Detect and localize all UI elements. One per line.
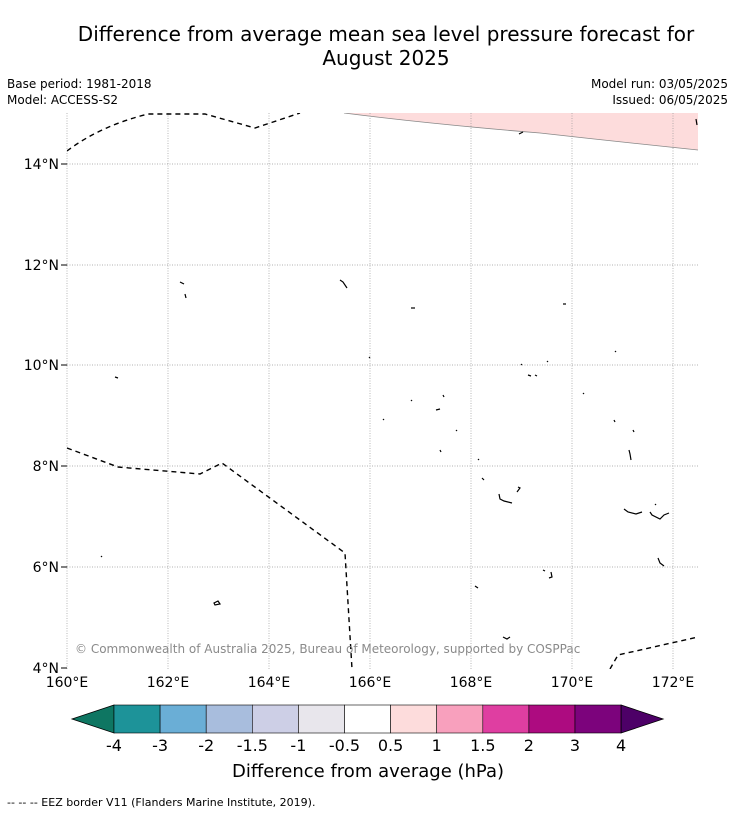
colorbar-tick-label: 3 [569,736,581,755]
lon-label: 170°E [551,675,594,691]
title-line-2: August 2025 [322,46,450,70]
chart-title: Difference from average mean sea level p… [0,22,736,70]
gridlines [66,113,698,669]
colorbar [70,704,665,734]
colorbar-segment [205,704,253,734]
colorbar-segment [298,704,345,734]
colorbar-segment [574,704,622,734]
lat-label: 10°N [24,358,59,374]
colorbar-ticks: -4 -3 -2 -1.5 -1 -0.5 0.5 1 1.5 2 3 4 [0,736,736,758]
lat-label: 14°N [24,157,59,173]
title-line-1: Difference from average mean sea level p… [77,22,695,46]
lon-label: 160°E [46,675,89,691]
meta-right: Model run: 03/05/2025 Issued: 06/05/2025 [591,76,728,108]
lat-label: 6°N [33,560,59,576]
colorbar-segment [344,704,391,734]
lat-label: 12°N [24,258,59,274]
colorbar-segment [252,704,299,734]
colorbar-tick-label: 2 [523,736,534,755]
model-name: Model: ACCESS-S2 [7,93,119,107]
lat-label: 4°N [33,661,59,677]
lat-label: 8°N [33,459,59,475]
colorbar-extend-low [70,704,115,734]
colorbar-tick-label: 0.5 [377,736,404,755]
anomaly-region [344,113,698,150]
colorbar-segment [113,704,161,734]
colorbar-segment [390,704,438,734]
colorbar-tick-label: -1 [290,736,307,755]
lon-label: 162°E [147,675,190,691]
colorbar-tick-label: -4 [106,736,122,755]
model-run: Model run: 03/05/2025 [590,77,728,91]
colorbar-tick-label: 1 [431,736,442,755]
eez-legend-note: -- -- -- EEZ border V11 (Flanders Marine… [7,796,316,809]
colorbar-segment [159,704,207,734]
lon-label: 166°E [349,675,392,691]
colorbar-tick-label: 1.5 [470,736,496,755]
colorbar-segment [436,704,484,734]
colorbar-extend-high [620,704,665,734]
colorbar-tick-label: -2 [198,736,215,755]
lon-label: 164°E [248,675,291,691]
colorbar-label: Difference from average (hPa) [231,761,505,782]
colorbar-tick-label: 4 [616,736,627,755]
islands [100,118,698,640]
issued-date: Issued: 06/05/2025 [612,93,728,107]
colorbar-tick-label: -3 [152,736,169,755]
eez-borders [67,113,698,669]
lon-label: 172°E [652,675,695,691]
copyright-credit: © Commonwealth of Australia 2025, Bureau… [75,642,580,656]
lon-label: 168°E [450,675,493,691]
colorbar-segment [528,704,576,734]
meta-left: Base period: 1981-2018 Model: ACCESS-S2 [7,76,152,108]
colorbar-tick-label: -1.5 [236,736,268,755]
colorbar-segment [482,704,530,734]
colorbar-tick-label: -0.5 [328,736,361,755]
base-period: Base period: 1981-2018 [7,77,152,91]
